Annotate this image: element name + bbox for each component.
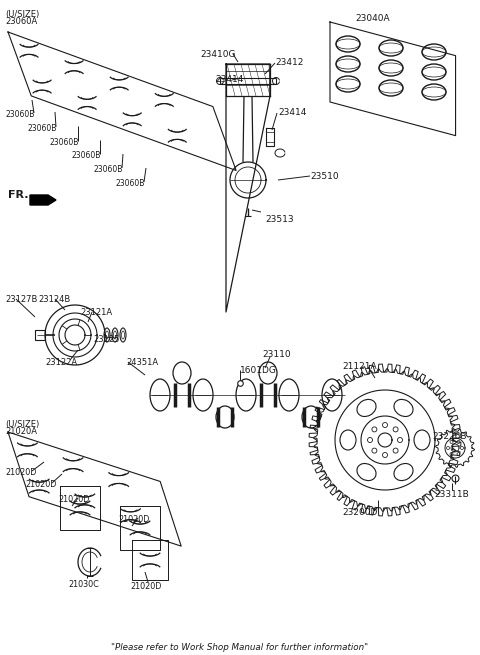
Text: 23110: 23110 [262, 350, 290, 359]
Text: 21020A: 21020A [5, 427, 37, 436]
Text: 23311B: 23311B [434, 490, 469, 499]
Text: 21020D: 21020D [25, 480, 56, 489]
Text: 23121A: 23121A [80, 308, 112, 317]
Text: 21030C: 21030C [68, 580, 99, 589]
Text: 21020D: 21020D [5, 468, 36, 477]
Text: (U/SIZE): (U/SIZE) [5, 10, 39, 19]
Polygon shape [30, 195, 56, 205]
Text: 21020D: 21020D [58, 495, 89, 504]
Text: 23513: 23513 [265, 215, 294, 224]
Text: 23410G: 23410G [200, 50, 236, 59]
Text: 1601DG: 1601DG [240, 366, 277, 375]
Text: FR.: FR. [8, 190, 28, 200]
Text: 23510: 23510 [310, 172, 338, 181]
Text: 21020D: 21020D [118, 515, 149, 524]
Text: 23414: 23414 [215, 75, 243, 84]
Text: 21020D: 21020D [130, 582, 161, 591]
Text: 23060B: 23060B [6, 110, 36, 119]
Text: 23124B: 23124B [38, 295, 70, 304]
Text: 23060B: 23060B [28, 124, 58, 133]
Text: 23412: 23412 [275, 58, 303, 67]
Text: 23226B: 23226B [432, 432, 467, 441]
Text: 23060B: 23060B [116, 179, 145, 188]
Text: 23127B: 23127B [5, 295, 37, 304]
Text: 23060B: 23060B [50, 138, 79, 147]
Text: "Please refer to Work Shop Manual for further information": "Please refer to Work Shop Manual for fu… [111, 643, 369, 652]
Text: (U/SIZE): (U/SIZE) [5, 420, 39, 429]
Text: 23040A: 23040A [355, 14, 390, 23]
Bar [35, 330, 45, 340]
Text: 23414: 23414 [278, 108, 306, 117]
Text: 21121A: 21121A [342, 362, 377, 371]
Text: 23060A: 23060A [5, 17, 37, 26]
Text: 23125: 23125 [93, 335, 120, 344]
Text: 23200D: 23200D [342, 508, 377, 517]
Text: 23060B: 23060B [72, 151, 101, 160]
Text: 24351A: 24351A [126, 358, 158, 367]
Text: 23122A: 23122A [45, 358, 77, 367]
Text: 23060B: 23060B [94, 165, 123, 174]
